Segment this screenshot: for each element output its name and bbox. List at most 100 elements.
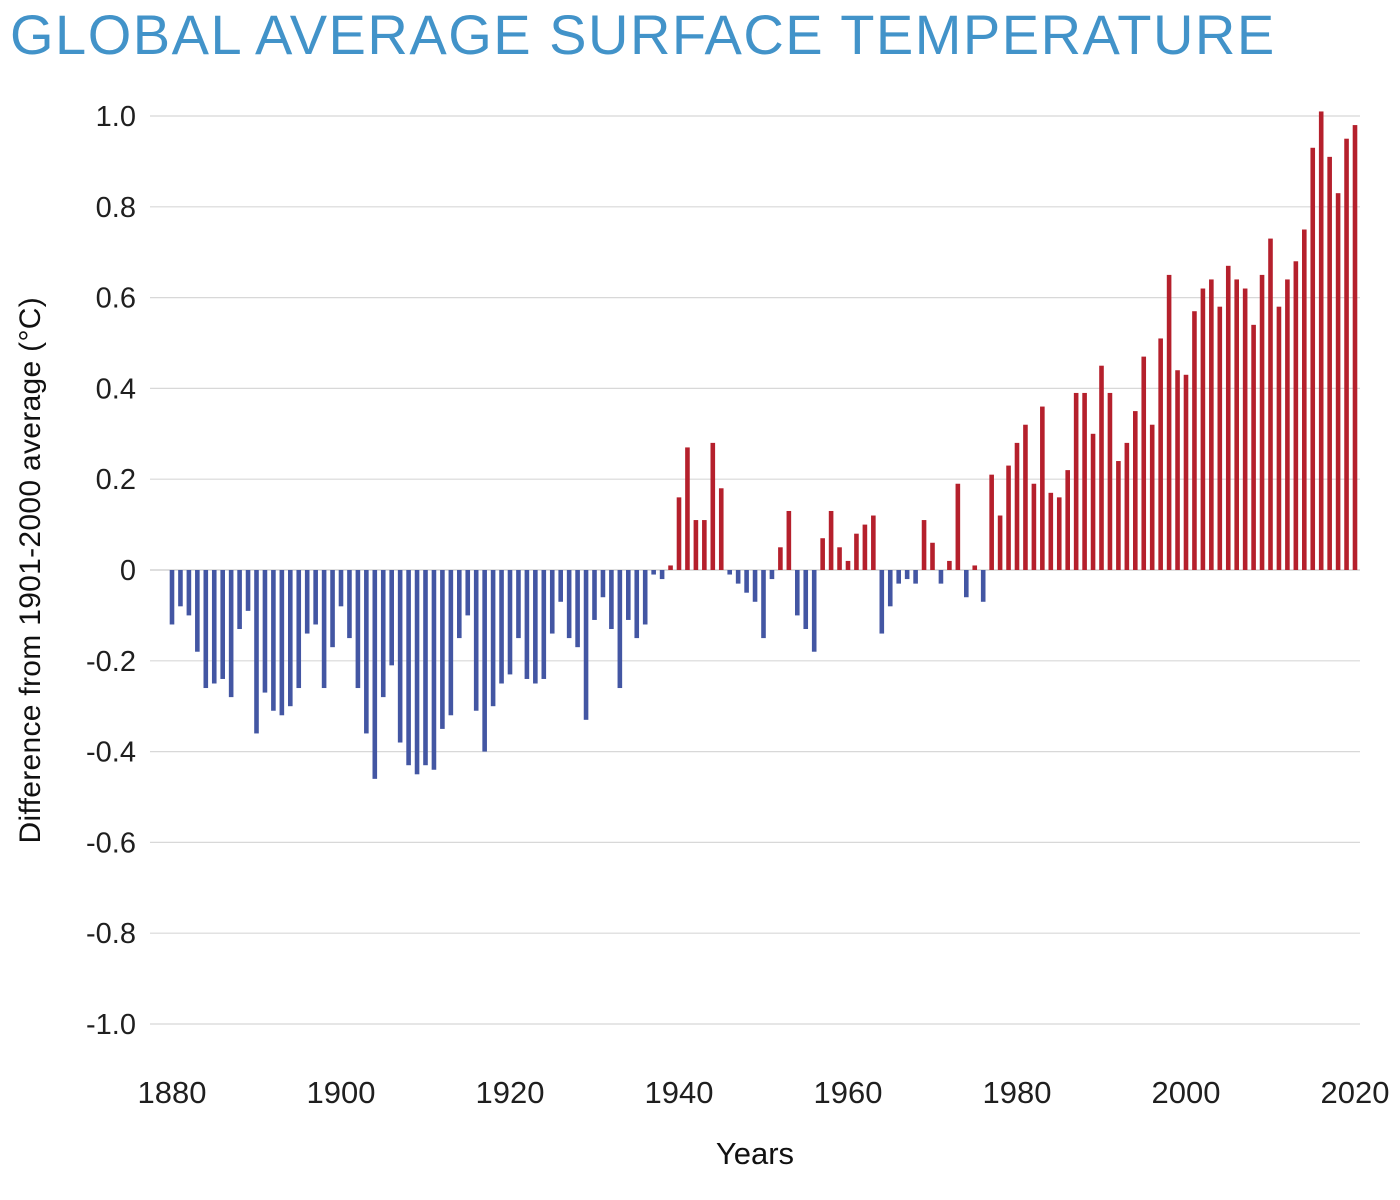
bar-1966 <box>896 570 901 584</box>
bar-2001 <box>1192 311 1197 570</box>
bar-1882 <box>186 570 192 616</box>
bar-1898 <box>321 570 327 689</box>
chart-title: GLOBAL AVERAGE SURFACE TEMPERATURE <box>10 3 1276 66</box>
bar-1925 <box>549 570 555 634</box>
bar-1943 <box>702 520 707 570</box>
bar-1883 <box>195 570 200 652</box>
x-axis-label: Years <box>715 1136 795 1171</box>
bar-1911 <box>431 570 437 770</box>
bar-1928 <box>575 570 580 648</box>
bar-1982 <box>1031 483 1037 570</box>
y-tick-label: 0.2 <box>96 464 136 496</box>
bar-1971 <box>938 570 944 584</box>
bar-1999 <box>1175 370 1180 570</box>
bar-1895 <box>296 570 302 689</box>
bar-1918 <box>490 570 496 707</box>
bar-1991 <box>1107 392 1113 570</box>
bar-1986 <box>1065 470 1070 570</box>
bars <box>169 111 1358 779</box>
bar-1938 <box>659 570 665 580</box>
bar-1940 <box>676 497 682 570</box>
x-tick-label: 1900 <box>307 1075 376 1110</box>
gridlines <box>150 115 1360 1025</box>
bar-1974 <box>964 570 969 598</box>
bar-1932 <box>609 570 614 630</box>
bar-1958 <box>828 510 834 570</box>
bar-1981 <box>1023 424 1028 570</box>
x-tick-label: 1960 <box>814 1075 883 1110</box>
bar-2010 <box>1268 238 1273 570</box>
bar-1905 <box>380 570 386 698</box>
bar-1944 <box>710 442 716 570</box>
bar-1998 <box>1166 274 1172 570</box>
bar-2019 <box>1344 138 1349 570</box>
bar-1939 <box>668 565 673 570</box>
bar-1936 <box>642 570 648 625</box>
bar-1892 <box>271 570 276 711</box>
bar-1887 <box>228 570 234 698</box>
bar-1913 <box>448 570 454 716</box>
bar-1952 <box>778 547 783 570</box>
bar-1983 <box>1040 406 1045 570</box>
bar-1886 <box>220 570 225 679</box>
bar-1931 <box>600 570 606 598</box>
bar-2007 <box>1242 288 1248 570</box>
bar-1899 <box>330 570 335 648</box>
x-tick-label: 1980 <box>983 1075 1052 1110</box>
y-tick-label: -1.0 <box>86 1009 136 1041</box>
bar-1934 <box>626 570 631 620</box>
bar-1896 <box>304 570 310 634</box>
bar-1933 <box>617 570 623 689</box>
bar-1889 <box>245 570 251 611</box>
bar-1985 <box>1056 497 1062 570</box>
y-tick-label: -0.6 <box>86 827 136 859</box>
y-axis-label-text: Difference from 1901-2000 average (°C) <box>14 296 47 844</box>
bar-1947 <box>735 570 741 584</box>
bar-1919 <box>499 570 504 684</box>
bar-2018 <box>1335 193 1341 570</box>
bar-1915 <box>465 570 471 616</box>
bar-2004 <box>1217 306 1223 570</box>
bar-1891 <box>262 570 268 693</box>
bar-1973 <box>955 483 961 570</box>
bar-1921 <box>516 570 521 639</box>
bar-1901 <box>347 570 352 639</box>
bar-1910 <box>423 570 428 766</box>
bar-2008 <box>1251 324 1256 570</box>
bar-1953 <box>786 510 792 570</box>
bar-1955 <box>803 570 809 630</box>
bar-1980 <box>1014 442 1020 570</box>
bar-2005 <box>1225 265 1231 570</box>
bar-1997 <box>1158 338 1163 570</box>
bar-1885 <box>211 570 217 684</box>
bar-1994 <box>1133 411 1138 570</box>
y-tick-label: -0.2 <box>86 646 136 678</box>
bar-1949 <box>752 570 758 602</box>
y-tick-label: 0.4 <box>96 373 136 405</box>
bar-1951 <box>769 570 775 580</box>
bar-1888 <box>237 570 242 630</box>
bar-2015 <box>1310 147 1316 570</box>
bar-1992 <box>1116 461 1121 570</box>
bar-2016 <box>1318 111 1324 571</box>
bar-1894 <box>288 570 293 707</box>
bar-1942 <box>693 520 699 570</box>
x-tick-label: 2020 <box>1321 1075 1390 1110</box>
bar-1912 <box>440 570 445 729</box>
y-tick-label: 1.0 <box>96 101 136 133</box>
bar-1968 <box>913 570 918 584</box>
bar-1880 <box>169 570 175 625</box>
bar-1990 <box>1099 365 1104 570</box>
bar-1937 <box>651 570 656 575</box>
x-tick-labels: 1880 1900 1920 1940 1960 1980 2000 2020 <box>138 1075 1390 1110</box>
bar-1897 <box>313 570 318 625</box>
y-tick-label: 0 <box>120 555 136 587</box>
bar-1917 <box>482 570 487 752</box>
x-tick-label: 1920 <box>476 1075 545 1110</box>
bar-1930 <box>592 570 597 620</box>
y-tick-labels: 1.0 0.8 0.6 0.4 0.2 0 -0.2 -0.4 -0.6 -0.8 -1.0 <box>86 101 136 1041</box>
bar-1881 <box>178 570 183 607</box>
bar-1961 <box>854 533 859 570</box>
bar-1970 <box>930 542 935 570</box>
bar-2009 <box>1259 274 1265 570</box>
